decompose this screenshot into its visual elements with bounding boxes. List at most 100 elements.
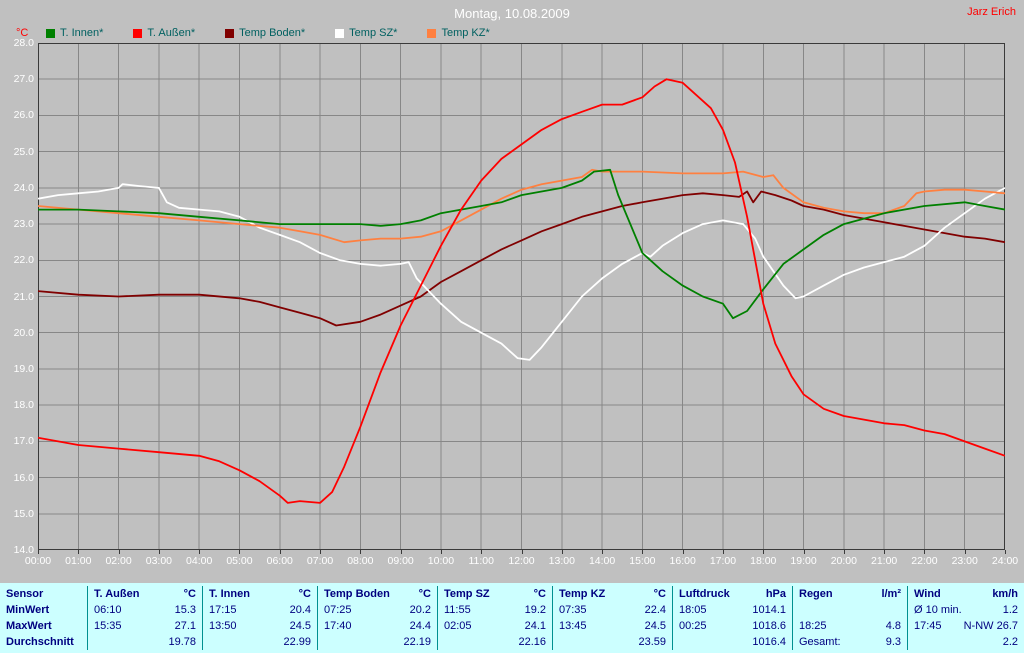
cell-value: 24.5: [644, 620, 666, 632]
y-tick-label: 17.0: [13, 435, 34, 448]
table-cell: 18:05 1014.1: [673, 602, 793, 618]
table-cell: Ø 10 min. 1.2: [908, 602, 1024, 618]
y-tick-label: 19.0: [13, 362, 34, 375]
x-tick-label: 16:00: [669, 555, 696, 567]
legend-swatch: [225, 28, 235, 38]
x-axis-tick: [239, 550, 241, 554]
table-cell: 2.2: [908, 634, 1024, 650]
x-tick-label: 18:00: [750, 555, 777, 567]
x-tick-label: 01:00: [65, 555, 92, 567]
y-tick-label: 18.0: [13, 399, 34, 412]
legend-swatch: [133, 28, 143, 38]
table-header-row: Sensor T. Außen °C T. Innen °C Temp Boden °C Te…: [0, 586, 1024, 602]
legend-label: Temp KZ*: [441, 27, 490, 39]
y-tick-label: 14.0: [13, 544, 34, 556]
table-cell: 07:25 20.2: [318, 602, 438, 618]
cell-time: Ø 10 min.: [914, 604, 962, 616]
cell-time: 13:50: [209, 620, 237, 632]
y-tick-label: 28.0: [13, 37, 34, 49]
column-name: Sensor: [6, 588, 44, 600]
legend-label: T. Innen*: [60, 27, 104, 39]
legend-label: T. Außen*: [147, 27, 196, 39]
x-axis-tick: [803, 550, 805, 554]
x-tick-label: 23:00: [951, 555, 978, 567]
x-axis-tick: [1005, 550, 1006, 554]
x-axis-tick: [602, 550, 604, 554]
table-cell: [793, 602, 908, 618]
table-cell: 19.78: [88, 634, 203, 650]
legend-swatch: [335, 28, 345, 38]
x-tick-label: 13:00: [548, 555, 575, 567]
row-label: MaxWert: [6, 620, 52, 632]
table-cell: 07:35 22.4: [553, 602, 673, 618]
cell-time: 00:25: [679, 620, 707, 632]
x-axis-tick: [924, 550, 926, 554]
y-tick-label: 20.0: [13, 326, 34, 339]
x-axis-tick: [78, 550, 80, 554]
table-cell: 00:25 1018.6: [673, 618, 793, 634]
y-tick-label: 15.0: [13, 507, 34, 520]
x-axis-tick: [158, 550, 160, 554]
x-tick-label: 00:00: [24, 555, 52, 567]
series-line: [38, 190, 1005, 327]
table-cell: 17:45 N-NW 26.7: [908, 618, 1024, 634]
cell-value: 20.4: [289, 604, 311, 616]
x-axis-tick: [481, 550, 483, 554]
page-title: Montag, 10.08.2009: [454, 6, 570, 21]
table-header-cell: Temp KZ °C: [553, 586, 673, 602]
legend-item: Temp KZ*: [427, 27, 490, 39]
cell-value: 9.3: [885, 636, 901, 648]
y-tick-label: 26.0: [13, 109, 34, 122]
table-header-cell: T. Innen °C: [203, 586, 318, 602]
cell-value: 24.5: [289, 620, 311, 632]
legend-label: Temp Boden*: [239, 27, 306, 39]
x-axis-tick: [722, 550, 724, 554]
row-label: Durchschnitt: [6, 636, 74, 648]
cell-value: 2.2: [1002, 636, 1018, 648]
x-tick-label: 22:00: [911, 555, 938, 567]
column-name: Temp KZ: [559, 588, 606, 600]
column-unit: °C: [418, 588, 431, 600]
x-tick-label: 20:00: [830, 555, 857, 567]
cell-time: 02:05: [444, 620, 472, 632]
x-axis-tick: [199, 550, 201, 554]
cell-time: 13:45: [559, 620, 587, 632]
table-header-cell: Regen l/m²: [793, 586, 908, 602]
table-cell: 1016.4: [673, 634, 793, 650]
column-unit: l/m²: [881, 588, 901, 600]
column-unit: °C: [533, 588, 546, 600]
legend-swatch: [46, 28, 55, 38]
table-header-cell: Temp SZ °C: [438, 586, 553, 602]
table-cell: 17:40 24.4: [318, 618, 438, 634]
legend-swatch: [427, 28, 437, 38]
x-tick-label: 05:00: [226, 555, 253, 567]
x-axis-tick: [561, 550, 563, 554]
table-cell: MaxWert: [0, 618, 88, 634]
column-name: Regen: [799, 588, 833, 600]
y-tick-label: 27.0: [13, 73, 34, 86]
x-tick-label: 07:00: [306, 555, 334, 567]
chart-plot[interactable]: [38, 43, 1005, 550]
x-axis-tick: [38, 550, 39, 554]
table-cell: MinWert: [0, 602, 88, 618]
table-header-cell: T. Außen °C: [88, 586, 203, 602]
cell-value: 4.8: [885, 620, 901, 632]
table-cell: 11:55 19.2: [438, 602, 553, 618]
x-axis-tick: [682, 550, 684, 554]
y-axis-unit-label: °C: [16, 27, 29, 39]
table-row: Durchschnitt 19.78 22.99 22.19 22.16 23.59 101…: [0, 634, 1024, 650]
column-unit: °C: [183, 588, 196, 600]
table-header-cell: Sensor: [0, 586, 88, 602]
x-axis-tick: [884, 550, 886, 554]
chart-legend: T. Innen* T. Außen* Temp Boden* Temp SZ* Tem…: [46, 27, 490, 39]
x-axis-tick: [521, 550, 523, 554]
x-axis-tick: [320, 550, 322, 554]
x-tick-label: 17:00: [709, 555, 737, 567]
table-header-cell: Luftdruck hPa: [673, 586, 793, 602]
y-tick-label: 16.0: [13, 471, 34, 484]
cell-value: 1018.6: [752, 620, 786, 632]
x-tick-label: 10:00: [427, 555, 455, 567]
table-cell: 13:50 24.5: [203, 618, 318, 634]
x-tick-label: 06:00: [266, 555, 293, 567]
cell-time: 18:05: [679, 604, 707, 616]
